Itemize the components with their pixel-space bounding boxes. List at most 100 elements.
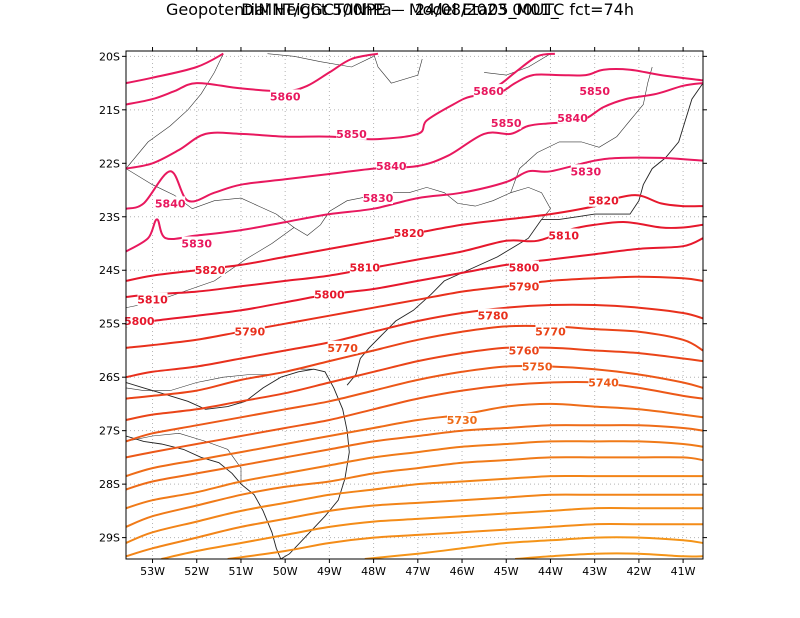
state-border — [267, 53, 374, 68]
contour-label-bg — [579, 84, 610, 98]
contour-line-5750 — [126, 364, 703, 443]
contour-line-5850 — [126, 68, 703, 170]
x-tick-label: 47W — [405, 565, 430, 578]
contour-label: 5830 — [181, 238, 212, 251]
contour-line-5780 — [126, 303, 703, 379]
coastline — [126, 435, 282, 559]
contour-label: 5820 — [588, 195, 619, 208]
contour-label: 5850 — [336, 128, 367, 141]
x-tick-label: 41W — [671, 565, 696, 578]
x-tick-label: 46W — [450, 565, 475, 578]
y-tick-label: 23S — [99, 211, 120, 224]
title-line-1: DIMNT/CGCT/INPE – Model Eta05_M01_ — [241, 0, 559, 19]
x-tick-label: 42W — [626, 565, 651, 578]
contour-label: 5810 — [349, 262, 380, 275]
contour-label: 5820 — [195, 264, 226, 277]
y-tick-label: 28S — [99, 478, 120, 491]
contour-label-bg — [314, 287, 345, 301]
contour-line-5680 — [126, 493, 703, 558]
x-tick-label: 48W — [361, 565, 386, 578]
contour-layer — [126, 52, 703, 559]
contour-label: 5850 — [491, 117, 522, 130]
y-tick-label: 25S — [99, 318, 120, 331]
contour-label-bg — [363, 191, 394, 205]
contour-line-5740 — [126, 380, 703, 459]
contour-line-5790 — [126, 275, 703, 349]
x-tick-label: 52W — [184, 565, 209, 578]
contour-label-bg — [327, 340, 358, 354]
contour-label-bg — [557, 110, 588, 124]
contour-label-bg — [491, 116, 522, 130]
contour-label: 5820 — [394, 227, 425, 240]
contour-label-bg — [195, 263, 226, 277]
y-tick-label: 27S — [99, 425, 120, 438]
coastline — [126, 368, 350, 559]
contour-label-bg — [155, 196, 186, 210]
contour-label-bg — [473, 84, 504, 98]
contour-line-5830 — [126, 156, 703, 253]
plot-frame — [125, 50, 704, 560]
contour-label-bg — [124, 314, 155, 328]
contour-label: 5750 — [522, 360, 553, 373]
contour-label: 5810 — [548, 229, 579, 242]
title-line-2: Geopotential Height 500hPa – 24/08/2023 … — [165, 0, 634, 19]
x-tick-label: 50W — [273, 565, 298, 578]
x-tick-label: 53W — [140, 565, 165, 578]
contour-label: 5860 — [473, 85, 504, 98]
contour-label-bg — [477, 308, 508, 322]
contour-line-5640 — [515, 552, 703, 559]
contour-label-bg — [508, 279, 539, 293]
contour-label-bg — [181, 236, 212, 250]
contour-label-bg — [447, 412, 478, 426]
contour-label-bg — [270, 89, 301, 103]
contour-label: 5810 — [137, 294, 168, 307]
contour-label-bg — [336, 126, 367, 140]
contour-labels: 5860 5860 5850 5850 5850 5840 5840 5840 5830 5830… — [124, 84, 619, 427]
contour-line-5870 — [126, 52, 224, 85]
contour-label: 5860 — [270, 90, 301, 103]
contour-label: 5780 — [478, 310, 509, 323]
contour-label: 5730 — [447, 414, 478, 427]
x-tick-label: 51W — [229, 565, 254, 578]
contour-line-5820 — [126, 194, 703, 282]
contour-label: 5760 — [509, 344, 540, 357]
contour-label-bg — [234, 324, 265, 338]
contour-label: 5770 — [327, 342, 358, 355]
state-border — [126, 168, 551, 236]
contour-label: 5850 — [579, 85, 610, 98]
contour-label: 5830 — [571, 165, 602, 178]
y-tick-label: 22S — [99, 157, 120, 170]
contour-label-bg — [588, 375, 619, 389]
state-border — [373, 53, 423, 84]
y-tick-label: 20S — [99, 50, 120, 63]
state-border — [510, 66, 653, 193]
contour-line-5660 — [227, 523, 703, 559]
contour-label: 5790 — [234, 326, 265, 339]
contour-label-bg — [548, 228, 579, 242]
contour-line-5710 — [126, 440, 703, 510]
contour-label: 5840 — [155, 197, 186, 210]
contour-line-5700 — [126, 456, 703, 528]
contour-label: 5790 — [509, 280, 540, 293]
contour-label: 5800 — [509, 262, 540, 275]
contour-line-5770 — [126, 324, 703, 400]
contour-line-5760 — [126, 346, 703, 421]
x-tick-label: 44W — [538, 565, 563, 578]
contour-label: 5830 — [363, 192, 394, 205]
contour-label-bg — [522, 359, 553, 373]
contour-line-5650 — [364, 536, 703, 559]
x-tick-label: 43W — [582, 565, 607, 578]
contour-label-bg — [535, 324, 566, 338]
y-tick-label: 24S — [99, 264, 120, 277]
contour-label-bg — [376, 158, 407, 172]
contour-line-5720 — [126, 424, 703, 491]
contour-line-5810 — [126, 221, 703, 298]
contour-line-5730 — [126, 402, 703, 478]
y-tick-label: 21S — [99, 104, 120, 117]
x-tick-label: 45W — [494, 565, 519, 578]
contour-label-bg — [137, 292, 168, 306]
contour-line-5840 — [126, 82, 703, 210]
contour-line-5670 — [161, 507, 703, 559]
contour-label: 5840 — [557, 112, 588, 125]
contour-label-bg — [508, 260, 539, 274]
